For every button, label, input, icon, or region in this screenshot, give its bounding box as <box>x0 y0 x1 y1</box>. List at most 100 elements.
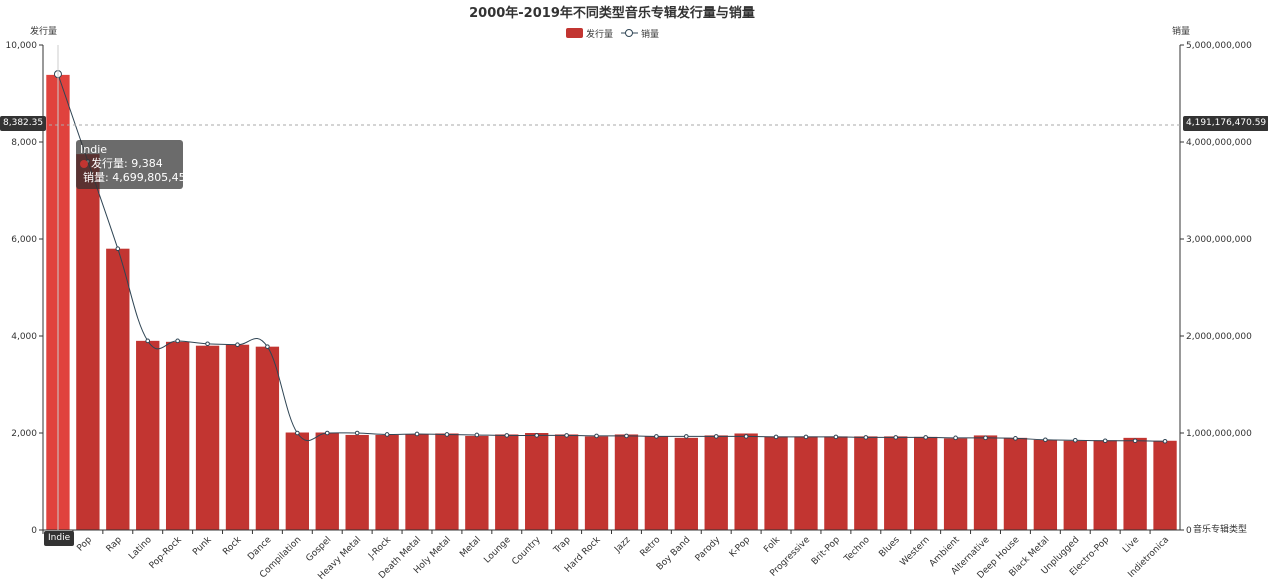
category-label: Folk <box>762 534 782 554</box>
bar[interactable] <box>1003 437 1028 530</box>
line-point[interactable] <box>295 430 300 436</box>
legend-line-marker[interactable] <box>625 29 633 37</box>
line-point[interactable] <box>773 434 779 440</box>
line-point[interactable] <box>474 432 480 438</box>
line-point[interactable] <box>654 434 659 439</box>
line-point[interactable] <box>923 435 928 440</box>
line-point[interactable] <box>1013 436 1018 441</box>
bar[interactable] <box>165 341 190 530</box>
bar[interactable] <box>345 434 369 530</box>
category-label: Lounge <box>482 535 513 566</box>
line-point[interactable] <box>983 435 988 441</box>
line-point[interactable] <box>265 344 270 349</box>
line-point[interactable] <box>444 432 450 437</box>
legend[interactable]: 发行量 销量 <box>566 28 659 40</box>
line-point[interactable] <box>235 342 240 348</box>
tooltip-bar-text: 发行量: 9,384 <box>91 157 163 170</box>
sales-line <box>57 73 1166 442</box>
legend-bar-swatch[interactable] <box>566 28 583 38</box>
category-label: Live <box>1121 535 1141 555</box>
bar[interactable] <box>465 435 489 530</box>
bar[interactable] <box>943 438 968 530</box>
bar[interactable] <box>554 434 579 530</box>
line-point[interactable] <box>324 430 330 436</box>
right-tick-label: 2,000,000,000 <box>1186 332 1252 342</box>
line-point[interactable] <box>145 338 151 344</box>
line-point[interactable] <box>833 434 839 440</box>
bar[interactable] <box>704 435 728 530</box>
line-point[interactable] <box>863 435 869 440</box>
right-tick-label: 3,000,000,000 <box>1186 235 1252 245</box>
line-point[interactable] <box>205 341 210 347</box>
line-point[interactable] <box>354 430 360 436</box>
bar[interactable] <box>136 340 160 530</box>
left-tick-label: 10,000 <box>6 41 38 51</box>
bar[interactable] <box>764 436 788 530</box>
category-label: Retro <box>639 535 663 559</box>
category-label: Blues <box>877 535 902 560</box>
bar[interactable] <box>734 433 758 530</box>
line-point[interactable] <box>1043 437 1048 443</box>
line-point[interactable] <box>115 246 121 251</box>
left-tick-label: 8,000 <box>11 138 37 148</box>
category-label: Rock <box>221 534 244 557</box>
line-point[interactable] <box>893 435 899 440</box>
bar[interactable] <box>495 434 519 530</box>
category-label: J-Rock <box>366 535 393 562</box>
legend-bar-label[interactable]: 发行量 <box>586 28 613 40</box>
left-axis-name: 发行量 <box>30 25 57 37</box>
line-point[interactable] <box>1102 438 1108 444</box>
bar[interactable] <box>195 345 220 530</box>
line-point[interactable] <box>1132 438 1138 444</box>
category-label: Brit-Pop <box>810 535 842 567</box>
bar[interactable] <box>375 434 399 530</box>
bar-series <box>46 74 1177 530</box>
bar[interactable] <box>914 436 938 530</box>
line-point[interactable] <box>594 433 599 439</box>
line-point[interactable] <box>504 433 510 438</box>
bar[interactable] <box>973 435 998 530</box>
bar[interactable] <box>584 436 609 530</box>
bar[interactable] <box>525 433 549 530</box>
bar[interactable] <box>1063 440 1087 530</box>
category-label: Metal <box>458 535 483 560</box>
bar[interactable] <box>255 346 280 530</box>
bar[interactable] <box>1033 439 1058 530</box>
right-tick-label: 0 <box>1186 526 1192 536</box>
line-point[interactable] <box>414 431 420 437</box>
bar[interactable] <box>794 436 818 530</box>
line-point[interactable] <box>624 433 629 439</box>
bar[interactable] <box>854 436 878 530</box>
legend-line-label[interactable]: 销量 <box>641 28 659 40</box>
right-axis-name: 销量 <box>1172 25 1190 37</box>
bar[interactable] <box>674 437 698 530</box>
line-point[interactable] <box>1072 437 1078 443</box>
line-point[interactable] <box>684 434 689 439</box>
bar[interactable] <box>435 433 459 530</box>
line-point[interactable] <box>803 434 809 440</box>
bar[interactable] <box>285 432 309 530</box>
line-point[interactable] <box>713 434 719 439</box>
line-point[interactable] <box>743 434 749 439</box>
bar[interactable] <box>315 432 339 530</box>
bar[interactable] <box>884 436 908 530</box>
bar[interactable] <box>225 344 250 530</box>
line-point[interactable] <box>175 338 180 344</box>
line-point[interactable] <box>1162 438 1168 444</box>
bar[interactable] <box>76 154 100 530</box>
left-tick-label: 6,000 <box>11 235 37 245</box>
left-tick-label: 2,000 <box>11 429 37 439</box>
line-series <box>53 70 1168 444</box>
line-point[interactable] <box>953 435 958 441</box>
bar[interactable] <box>106 248 130 530</box>
line-point[interactable] <box>534 433 539 438</box>
bar[interactable] <box>405 434 429 530</box>
bar[interactable] <box>644 436 669 530</box>
bar[interactable] <box>1123 437 1147 530</box>
bar[interactable] <box>824 436 848 530</box>
line-point[interactable] <box>384 432 390 437</box>
bar[interactable] <box>614 434 639 530</box>
bar[interactable] <box>1153 440 1177 530</box>
bar[interactable] <box>1093 440 1117 530</box>
line-point[interactable] <box>564 433 569 438</box>
